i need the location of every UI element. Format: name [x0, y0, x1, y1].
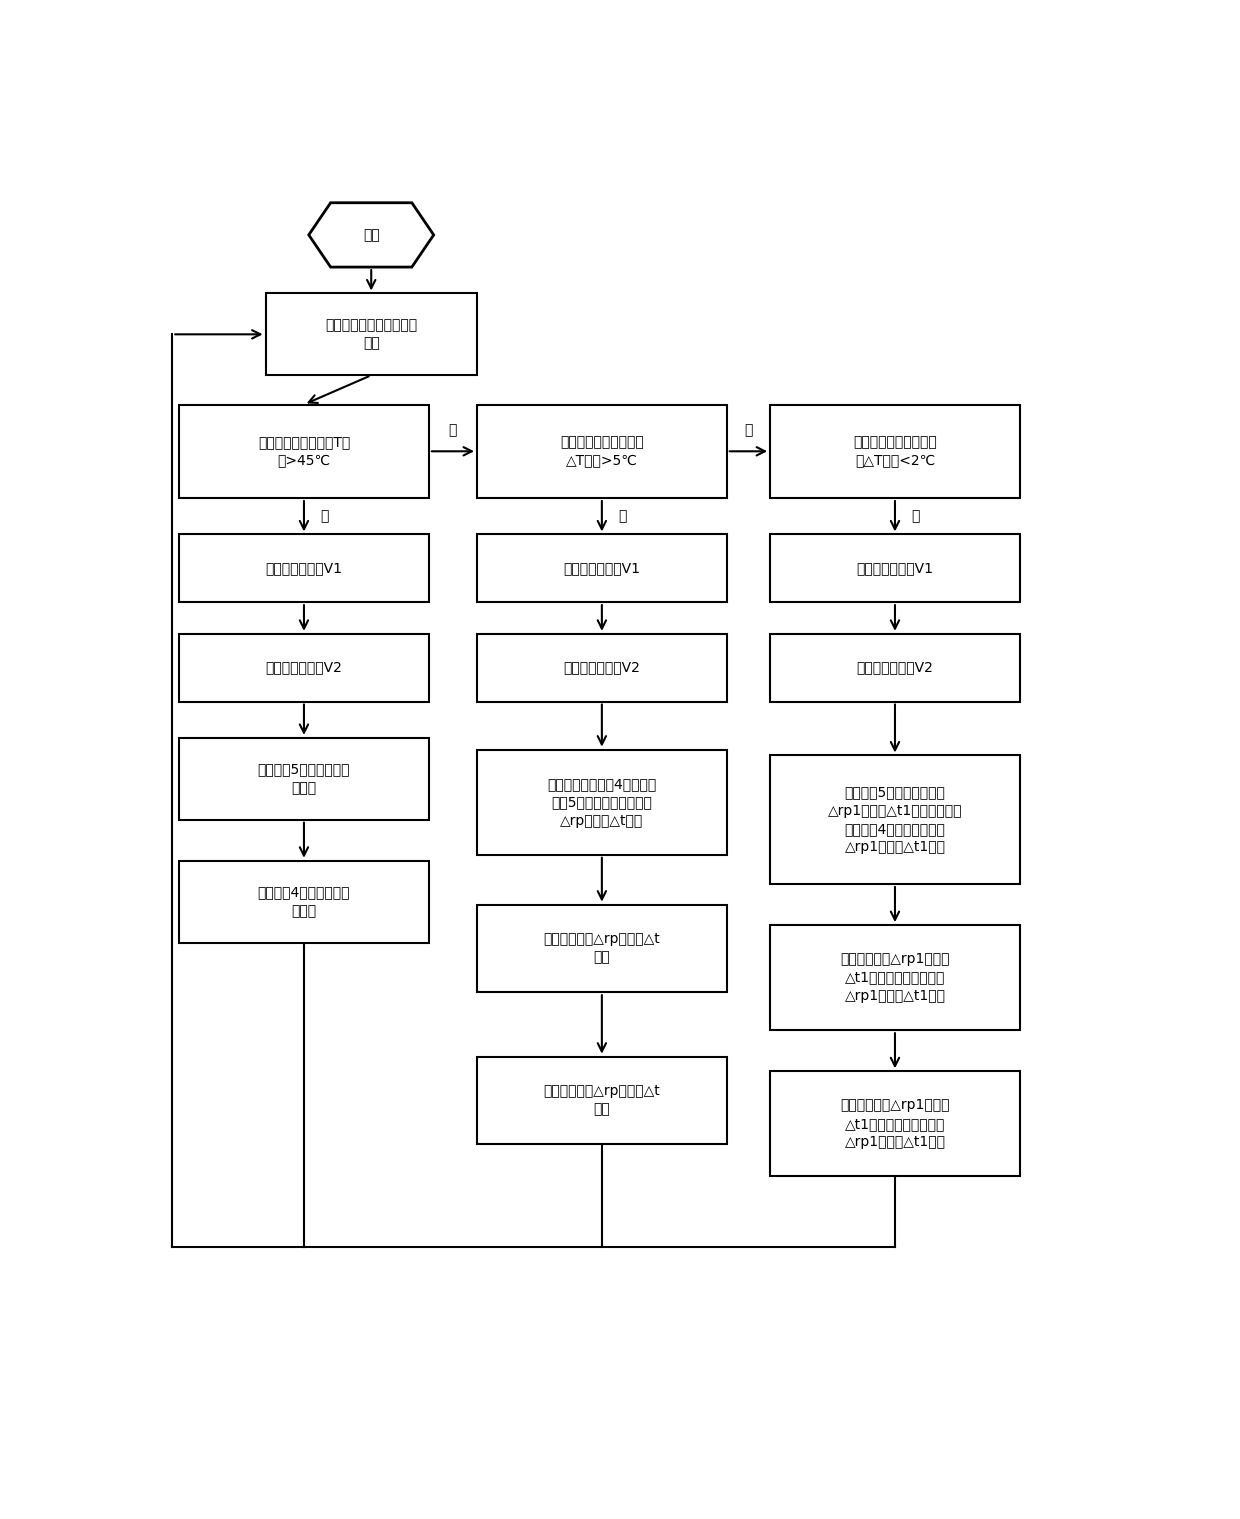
- Text: 是: 是: [320, 509, 329, 523]
- Bar: [179, 738, 429, 820]
- Text: 是: 是: [911, 509, 920, 523]
- Bar: [477, 535, 727, 602]
- Text: 关闭电磁控制阀V1: 关闭电磁控制阀V1: [563, 561, 640, 576]
- Text: 判断电池包平均温度T是
否>45℃: 判断电池包平均温度T是 否>45℃: [258, 434, 350, 468]
- Text: 开启电磁控制阀V1: 开启电磁控制阀V1: [265, 561, 342, 576]
- Text: 采样电池包内温度传感器
信号: 采样电池包内温度传感器 信号: [325, 317, 418, 351]
- Text: 保持风扇4开启，转速调
至最大: 保持风扇4开启，转速调 至最大: [258, 886, 350, 917]
- Text: 提高水泵转速△rp并保持△t
时间: 提高水泵转速△rp并保持△t 时间: [543, 933, 660, 965]
- Bar: [770, 404, 1019, 498]
- Bar: [770, 633, 1019, 702]
- Text: 关闭电磁控制阀V2: 关闭电磁控制阀V2: [265, 661, 342, 674]
- Text: 开启电磁控制阀V1: 开启电磁控制阀V1: [857, 561, 934, 576]
- Bar: [770, 535, 1019, 602]
- Bar: [265, 293, 477, 375]
- Bar: [770, 1071, 1019, 1176]
- Bar: [477, 904, 727, 992]
- Bar: [770, 755, 1019, 884]
- Bar: [477, 633, 727, 702]
- Text: 开启电磁控制阀V2: 开启电磁控制阀V2: [563, 661, 640, 674]
- Bar: [477, 404, 727, 498]
- Bar: [179, 535, 429, 602]
- Polygon shape: [309, 202, 434, 267]
- Bar: [179, 633, 429, 702]
- Text: 降低水泵转速△rp1并保持
△t1时间；提高风扇转速
△rp1并保持△t1时间: 降低水泵转速△rp1并保持 △t1时间；提高风扇转速 △rp1并保持△t1时间: [841, 1098, 950, 1150]
- Text: 是: 是: [619, 509, 626, 523]
- Text: 开启水泵5，降低水泵转速
△rp1并保持△t1时间；开启散
热器风扇4，提高风扇转速
△rp1并保持△t1时间: 开启水泵5，降低水泵转速 △rp1并保持△t1时间；开启散 热器风扇4，提高风扇…: [828, 785, 962, 854]
- Bar: [477, 1057, 727, 1144]
- Text: 降低水泵转速△rp1并保持
△t1时间；提高风扇转速
△rp1并保持△t1时间: 降低水泵转速△rp1并保持 △t1时间；提高风扇转速 △rp1并保持△t1时间: [841, 952, 950, 1003]
- Text: 开启电磁控制阀V2: 开启电磁控制阀V2: [857, 661, 934, 674]
- Text: 关闭散热器风扇（4）；保持
水泵5开启，提高水泵转速
△rp并保持△t时间: 关闭散热器风扇（4）；保持 水泵5开启，提高水泵转速 △rp并保持△t时间: [547, 776, 656, 828]
- Bar: [179, 861, 429, 942]
- Text: 否: 否: [744, 424, 753, 437]
- Bar: [770, 925, 1019, 1030]
- Text: 判断电池组内最大温差
△T是否>5℃: 判断电池组内最大温差 △T是否>5℃: [560, 434, 644, 468]
- Text: 开始: 开始: [363, 228, 379, 242]
- Text: 保持水泵5开启，转速调
至最大: 保持水泵5开启，转速调 至最大: [258, 763, 350, 794]
- Text: 否: 否: [449, 424, 458, 437]
- Bar: [477, 749, 727, 855]
- Text: 判断电池包组内最大温
差△T是否<2℃: 判断电池包组内最大温 差△T是否<2℃: [853, 434, 937, 468]
- Text: 提高水泵转速△rp并保持△t
时间: 提高水泵转速△rp并保持△t 时间: [543, 1085, 660, 1116]
- Bar: [179, 404, 429, 498]
